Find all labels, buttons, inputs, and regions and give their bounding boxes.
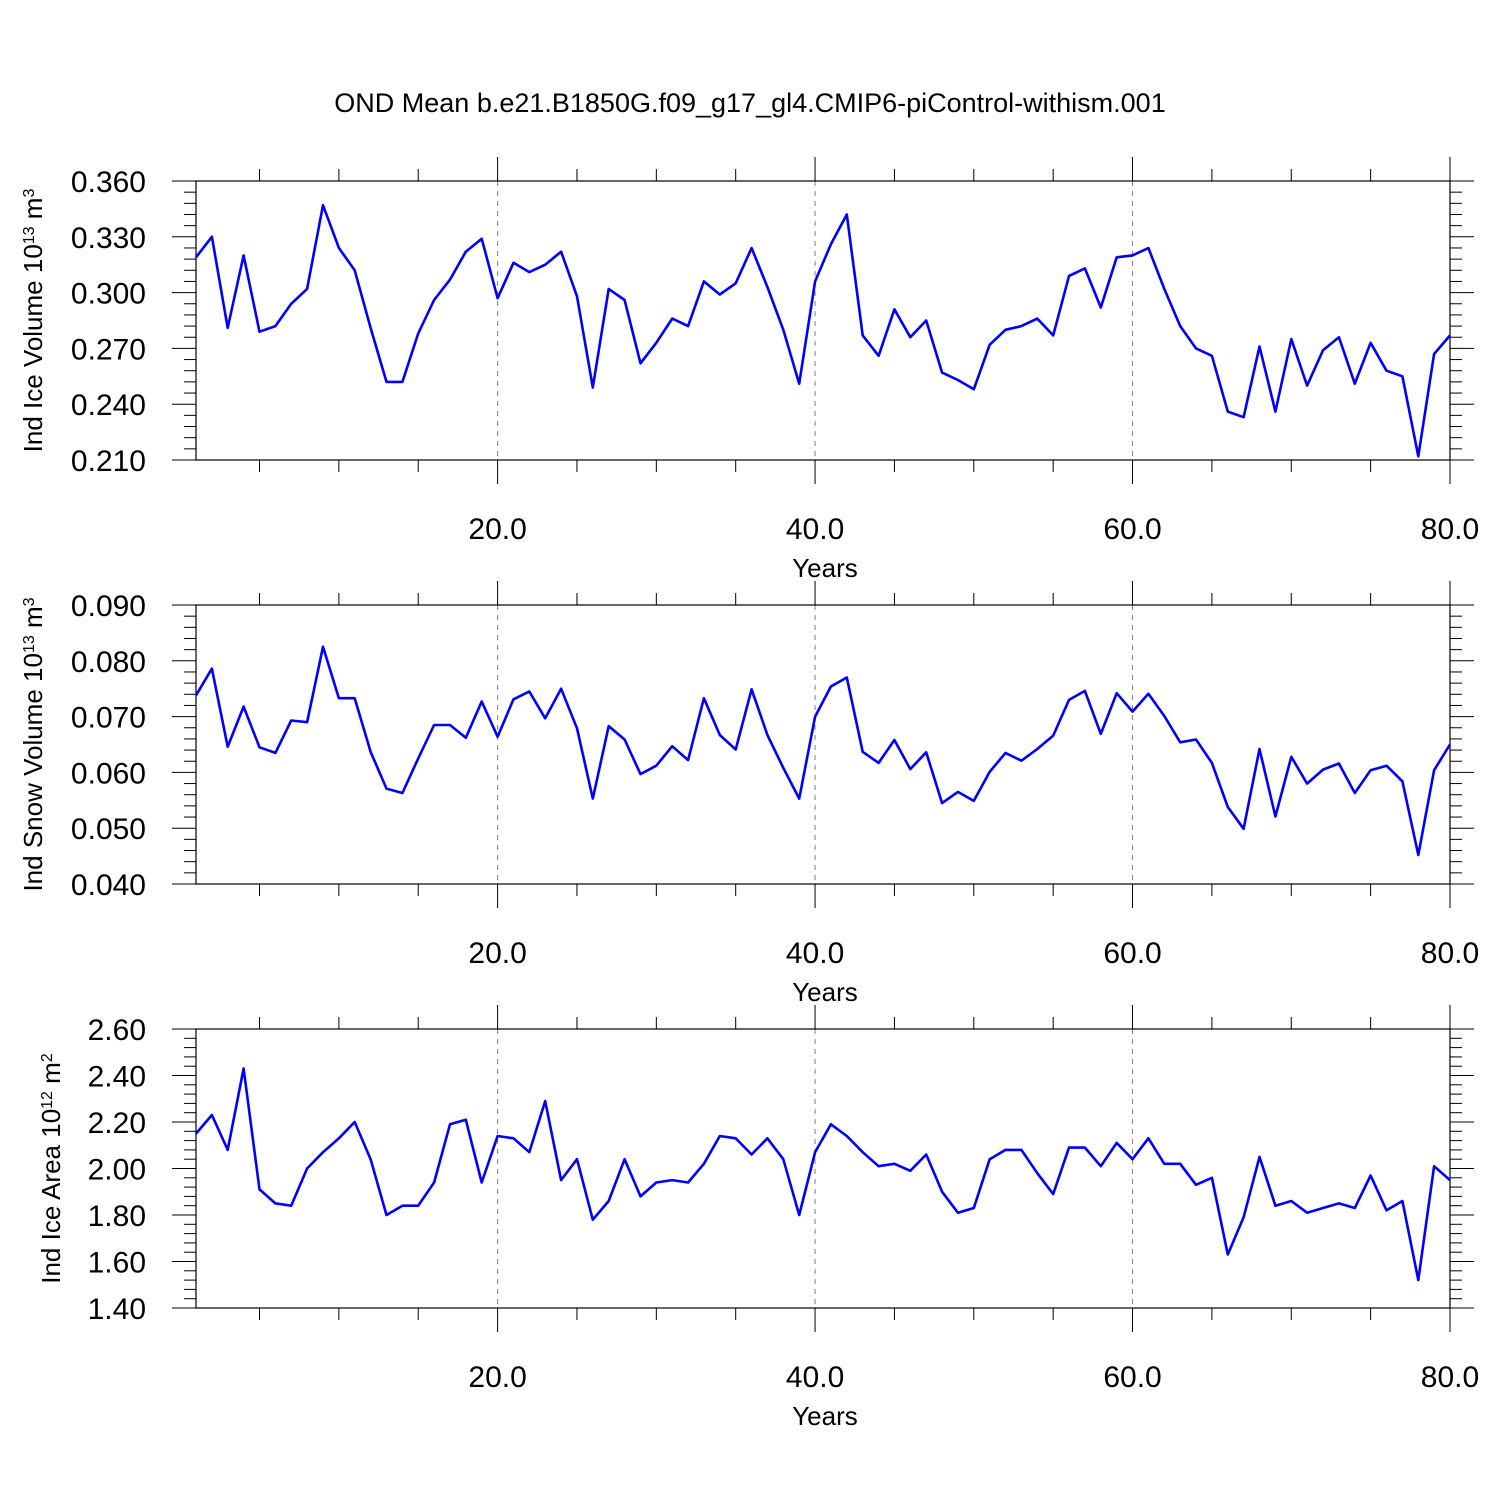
y-axis-label-unit-exponent: 3 — [21, 597, 38, 606]
y-tick-label: 0.330 — [71, 222, 146, 255]
y-tick-label: 0.040 — [71, 869, 146, 902]
y-tick-label: 0.360 — [71, 166, 146, 199]
x-tick-label: 60.0 — [1103, 1361, 1161, 1394]
panel-2: 0.040 0.050 0.060 0.070 0.080 0.090 20.0 40.0 60… — [18, 581, 1479, 1007]
y-axis-label-text: Ind Ice Volume 10 — [18, 244, 48, 452]
x-tick-label: 40.0 — [786, 937, 844, 970]
x-tick-label: 60.0 — [1103, 937, 1161, 970]
panel-1: 0.210 0.240 0.270 0.300 0.330 0.360 20.0 40.0 60… — [18, 157, 1479, 583]
y-axis-label-exponent: 12 — [39, 1091, 56, 1109]
series-line — [194, 645, 1452, 857]
y-tick-label: 0.080 — [71, 646, 146, 679]
y-tick-label: 2.20 — [88, 1107, 146, 1140]
y-axis-label-unit: m — [18, 198, 48, 227]
y-tick-label: 1.80 — [88, 1200, 146, 1233]
x-tick-label: 80.0 — [1421, 513, 1479, 546]
x-tick-label: 60.0 — [1103, 513, 1161, 546]
y-tick-label: 1.60 — [88, 1247, 146, 1280]
x-axis-label: Years — [792, 977, 858, 1007]
x-tick-label: 20.0 — [468, 513, 526, 546]
x-axis-label: Years — [792, 1401, 858, 1431]
y-tick-label: 0.270 — [71, 333, 146, 366]
x-tick-label: 40.0 — [786, 1361, 844, 1394]
y-tick-label: 0.210 — [71, 445, 146, 478]
y-axis-label-exponent: 13 — [21, 635, 38, 653]
y-tick-label: 0.300 — [71, 278, 146, 311]
y-axis-label: Ind Snow Volume 1013 m3 — [18, 597, 48, 891]
y-tick-label: 0.240 — [71, 389, 146, 422]
series-line — [194, 203, 1451, 458]
y-axis-label-exponent: 13 — [21, 226, 38, 244]
series-line — [195, 1067, 1451, 1282]
plot-frame — [195, 604, 1451, 885]
y-tick-label: 0.050 — [71, 813, 146, 846]
plot-frame — [195, 180, 1451, 461]
y-tick-label: 0.070 — [71, 702, 146, 735]
x-tick-label: 80.0 — [1421, 937, 1479, 970]
y-tick-label: 2.60 — [88, 1014, 146, 1047]
y-tick-label: 1.40 — [88, 1293, 146, 1326]
y-axis-label-unit-exponent: 2 — [39, 1053, 56, 1062]
x-tick-label: 80.0 — [1421, 1361, 1479, 1394]
y-tick-label: 2.40 — [88, 1061, 146, 1094]
y-tick-label: 2.00 — [88, 1154, 146, 1187]
x-tick-label: 40.0 — [786, 513, 844, 546]
x-axis-label: Years — [792, 553, 858, 583]
figure-title: OND Mean b.e21.B1850G.f09_g17_gl4.CMIP6-… — [334, 88, 1166, 118]
y-tick-label: 0.060 — [71, 757, 146, 790]
y-axis-label: Ind Ice Area 1012 m2 — [36, 1053, 66, 1284]
y-tick-label: 0.090 — [71, 590, 146, 623]
y-axis-label-text: Ind Snow Volume 10 — [18, 653, 48, 892]
y-axis-label-unit: m — [36, 1062, 66, 1091]
y-axis-label-text: Ind Ice Area 10 — [36, 1109, 66, 1284]
x-tick-label: 20.0 — [468, 1361, 526, 1394]
plot-frame — [195, 1028, 1451, 1309]
panel-3: 1.40 1.60 1.80 2.00 2.20 2.40 2.60 20.0 40.0 60.0… — [36, 1005, 1479, 1431]
y-axis-label-unit: m — [18, 606, 48, 635]
y-axis-label: Ind Ice Volume 1013 m3 — [18, 189, 48, 453]
x-tick-label: 20.0 — [468, 937, 526, 970]
y-axis-label-unit-exponent: 3 — [21, 189, 38, 198]
